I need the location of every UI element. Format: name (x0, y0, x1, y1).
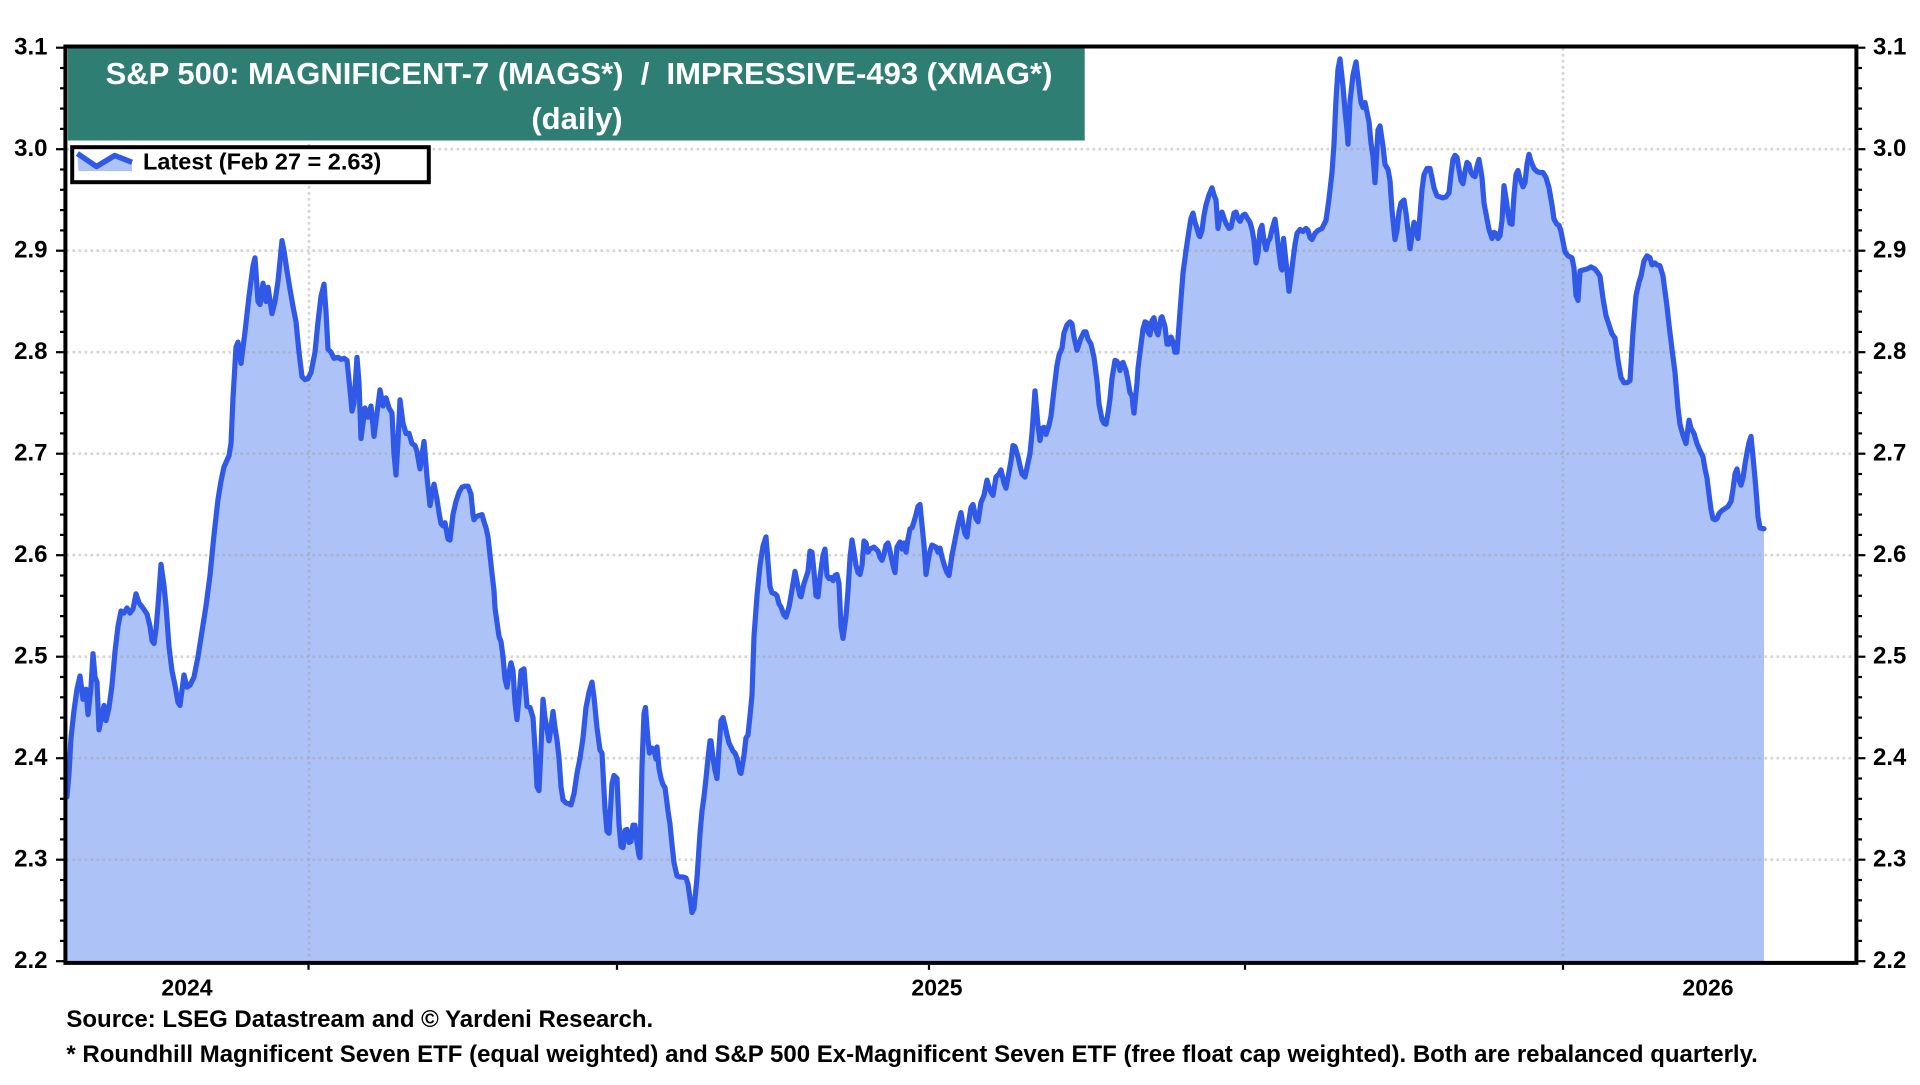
svg-text:3.0: 3.0 (1873, 135, 1906, 162)
svg-text:2.2: 2.2 (14, 947, 47, 974)
svg-text:3.0: 3.0 (14, 135, 47, 162)
svg-text:2.3: 2.3 (1873, 846, 1906, 873)
svg-text:2.5: 2.5 (14, 643, 47, 670)
svg-text:2.5: 2.5 (1873, 643, 1906, 670)
svg-text:3.1: 3.1 (1873, 34, 1906, 61)
svg-text:2.4: 2.4 (1873, 744, 1907, 771)
svg-text:S&P 500: MAGNIFICENT-7 (MAGS*): S&P 500: MAGNIFICENT-7 (MAGS*) / IMPRESS… (106, 56, 1053, 91)
svg-text:2026: 2026 (1682, 975, 1733, 1001)
svg-text:2.8: 2.8 (1873, 338, 1906, 365)
svg-text:Source: LSEG Datastream and ©: Source: LSEG Datastream and © Yardeni Re… (66, 1006, 653, 1033)
svg-text:2.7: 2.7 (14, 440, 47, 467)
svg-text:3.1: 3.1 (14, 34, 47, 61)
svg-text:2.7: 2.7 (1873, 440, 1906, 467)
svg-text:2.6: 2.6 (1873, 541, 1906, 568)
svg-text:2.2: 2.2 (1873, 947, 1906, 974)
svg-text:2024: 2024 (161, 975, 212, 1001)
svg-text:2.4: 2.4 (14, 744, 48, 771)
svg-text:2.3: 2.3 (14, 846, 47, 873)
svg-text:(daily): (daily) (531, 101, 622, 136)
svg-text:2.9: 2.9 (14, 237, 47, 264)
svg-text:2.6: 2.6 (14, 541, 47, 568)
svg-text:* Roundhill Magnificent Seven: * Roundhill Magnificent Seven ETF (equal… (66, 1041, 1757, 1068)
svg-text:Latest (Feb 27 = 2.63): Latest (Feb 27 = 2.63) (143, 149, 381, 175)
svg-text:2.8: 2.8 (14, 338, 47, 365)
svg-text:2.9: 2.9 (1873, 237, 1906, 264)
svg-text:2025: 2025 (911, 975, 962, 1001)
